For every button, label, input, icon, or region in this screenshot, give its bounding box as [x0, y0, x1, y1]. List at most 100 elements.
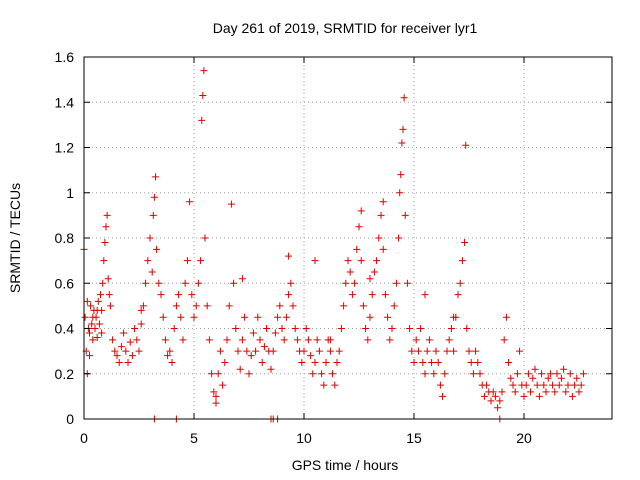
x-tick-label: 20	[516, 430, 532, 446]
data-point	[342, 279, 350, 287]
data-point	[357, 207, 365, 215]
data-point	[417, 325, 425, 332]
data-point	[101, 239, 109, 247]
data-point	[115, 358, 123, 366]
data-point	[529, 374, 537, 382]
data-point	[93, 306, 101, 314]
data-point	[91, 325, 99, 332]
data-point	[463, 325, 471, 332]
x-tick-label: 5	[190, 430, 198, 446]
data-point	[458, 257, 466, 265]
data-point	[177, 313, 185, 321]
data-point	[200, 67, 208, 75]
data-point	[232, 325, 240, 332]
data-point	[337, 325, 345, 332]
data-point	[89, 336, 97, 344]
data-point	[105, 291, 113, 299]
data-point	[238, 275, 246, 283]
data-point	[170, 325, 178, 332]
data-point	[351, 279, 359, 287]
data-point	[401, 211, 409, 219]
data-point	[137, 320, 145, 328]
data-point	[551, 388, 559, 396]
data-point	[386, 336, 394, 344]
data-point	[161, 336, 169, 344]
data-point	[142, 279, 150, 287]
data-point	[293, 336, 301, 344]
data-point	[461, 239, 469, 247]
data-point	[489, 388, 497, 396]
data-point	[212, 392, 220, 400]
data-point	[100, 257, 108, 265]
data-point	[199, 91, 207, 99]
data-point	[198, 116, 206, 124]
data-point	[157, 291, 165, 299]
data-point	[483, 381, 491, 389]
data-point	[462, 141, 470, 149]
data-point	[447, 325, 455, 332]
data-point	[487, 397, 495, 405]
data-point	[445, 336, 453, 344]
data-point	[139, 302, 147, 310]
y-axis-label: SRMTID / TECUs	[7, 183, 23, 293]
y-tick-label: 1.6	[55, 49, 75, 65]
data-point	[408, 347, 416, 355]
data-point	[412, 336, 420, 344]
data-point	[434, 358, 442, 366]
grid-lines	[84, 57, 612, 419]
data-point	[159, 313, 167, 321]
data-point	[355, 223, 363, 231]
data-point	[230, 279, 238, 287]
data-point	[549, 381, 557, 389]
y-tick-label: 0.4	[55, 321, 75, 337]
data-point	[480, 392, 488, 400]
data-point	[362, 325, 370, 332]
data-point	[500, 336, 508, 344]
data-point	[398, 139, 406, 147]
data-point	[406, 325, 414, 332]
data-point	[210, 388, 218, 396]
data-point	[430, 370, 438, 378]
data-point	[377, 211, 385, 219]
data-point	[144, 257, 152, 265]
data-point	[258, 358, 266, 366]
data-point	[131, 325, 139, 332]
data-point	[104, 275, 112, 283]
data-point	[146, 234, 154, 242]
data-point	[245, 370, 253, 378]
data-point	[307, 352, 315, 360]
data-point	[326, 347, 334, 355]
data-point	[509, 381, 517, 389]
data-point	[456, 279, 464, 287]
data-point	[524, 370, 532, 378]
data-point	[175, 291, 183, 299]
data-point	[86, 329, 93, 337]
data-point	[432, 347, 440, 355]
data-point	[370, 268, 378, 276]
data-point	[562, 388, 570, 396]
data-point	[137, 306, 145, 314]
data-point	[315, 347, 323, 355]
data-point	[575, 388, 583, 396]
data-point	[346, 268, 354, 276]
data-point	[359, 302, 367, 310]
data-point	[375, 234, 383, 242]
data-point	[388, 325, 396, 332]
data-point	[309, 370, 317, 378]
data-point	[87, 302, 95, 310]
data-point	[421, 370, 429, 378]
data-point	[300, 347, 308, 355]
data-point	[400, 94, 408, 102]
data-point	[148, 268, 156, 276]
x-axis: 0 5 10 15 20	[80, 57, 532, 446]
data-point	[234, 347, 242, 355]
data-point	[285, 291, 293, 299]
y-tick-label: 0.2	[55, 366, 75, 382]
data-point	[472, 347, 480, 355]
data-point	[179, 336, 187, 344]
data-point	[249, 329, 257, 337]
data-point	[544, 374, 552, 382]
data-point	[201, 234, 209, 242]
data-point	[247, 352, 255, 360]
